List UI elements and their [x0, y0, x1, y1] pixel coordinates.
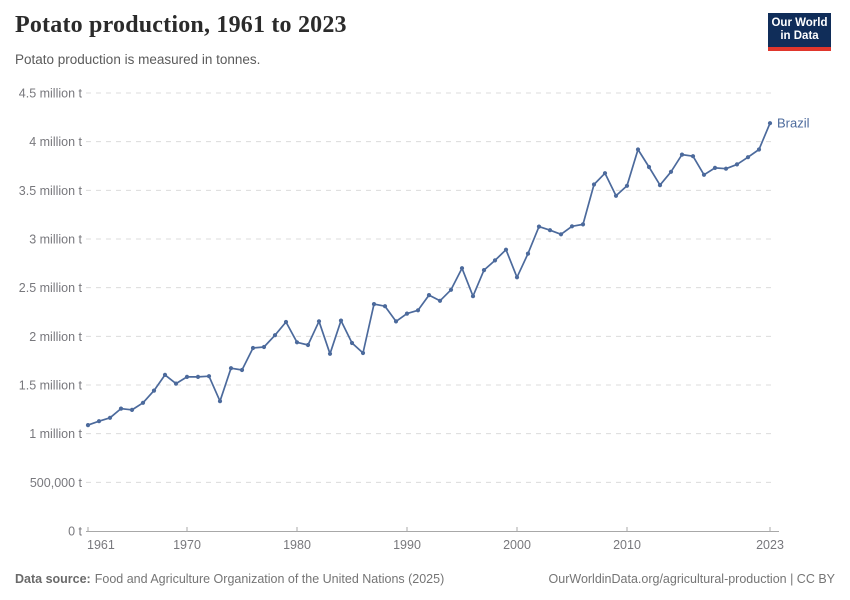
chart-footer: Data source: Food and Agriculture Organiz…: [0, 566, 850, 592]
series-point-1986: [360, 350, 366, 356]
y-tick-label: 1.5 million t: [19, 379, 83, 393]
series-point-2014: [668, 169, 674, 174]
owid-logo-line1: Our World: [771, 17, 828, 29]
series-point-1990: [404, 311, 410, 316]
series-point-1996: [470, 294, 476, 299]
y-tick-label: 2.5 million t: [19, 281, 83, 295]
series-point-1965: [129, 407, 135, 412]
series-point-1999: [503, 247, 509, 252]
y-tick-label: 1 million t: [29, 427, 82, 441]
series-point-2008: [602, 171, 608, 176]
y-gridlines: [86, 92, 772, 483]
series-point-2003: [547, 228, 553, 233]
series-point-1981: [305, 342, 311, 348]
data-source-note: Data source: Food and Agriculture Organiz…: [15, 572, 444, 586]
x-tick-label: 2023: [756, 538, 784, 552]
x-axis: [86, 527, 779, 532]
series-point-1977: [261, 344, 267, 350]
series-point-1988: [382, 304, 388, 309]
series-point-1980: [294, 340, 300, 345]
series-point-2000: [514, 275, 520, 280]
series-point-1962: [96, 419, 102, 424]
x-tick-label: 1990: [393, 538, 421, 552]
x-tick-label: 2010: [613, 538, 641, 552]
series-point-1985: [349, 340, 355, 346]
series-point-2005: [569, 224, 575, 229]
x-axis-labels: 1961 1970 1980 1990 2000 2010 2023: [87, 538, 784, 552]
series-point-1979: [283, 319, 289, 325]
y-tick-label: 0 t: [68, 525, 82, 539]
series-point-2013: [657, 183, 663, 188]
series-point-1993: [437, 298, 443, 303]
y-tick-label: 3.5 million t: [19, 184, 83, 198]
series-point-1974: [228, 366, 234, 371]
series-point-1968: [162, 372, 168, 377]
series-point-1995: [459, 266, 465, 271]
chart-title: Potato production, 1961 to 2023: [15, 12, 347, 38]
series-point-2011: [635, 147, 641, 152]
series-point-2022: [756, 147, 762, 152]
series-point-1994: [448, 287, 454, 292]
y-axis-labels: 0 t 500,000 t 1 million t 1.5 million t 2 mi…: [19, 87, 83, 539]
series-point-1973: [217, 399, 223, 404]
owid-logo-line2: in Data: [780, 30, 819, 42]
data-source-text: Food and Agriculture Organization of the…: [94, 572, 445, 586]
series-point-2017: [701, 172, 707, 177]
chart-subtitle: Potato production is measured in tonnes.: [15, 52, 261, 67]
series-point-1961: [85, 423, 91, 428]
series-point-2007: [591, 182, 597, 187]
x-tick-label: 1980: [283, 538, 311, 552]
series-point-1982: [316, 319, 322, 324]
series-point-1998: [492, 258, 498, 263]
series-point-2001: [525, 251, 531, 256]
series-point-2015: [679, 152, 685, 157]
series-point-1972: [206, 374, 212, 379]
series-point-1966: [140, 400, 146, 405]
series-point-2009: [613, 193, 619, 198]
data-source-label: Data source:: [15, 572, 91, 586]
owid-logo: Our World in Data: [768, 13, 831, 51]
series-point-1984: [338, 318, 344, 323]
series-point-2006: [580, 222, 586, 227]
series-point-1967: [151, 388, 157, 393]
series-point-1978: [272, 333, 278, 338]
series-line: [87, 122, 771, 426]
series-point-1983: [327, 351, 333, 356]
y-tick-label: 3 million t: [29, 233, 82, 247]
series-point-2018: [712, 165, 718, 170]
y-tick-label: 500,000 t: [30, 476, 83, 490]
series-point-2016: [690, 154, 696, 159]
y-tick-label: 4.5 million t: [19, 87, 83, 101]
series-point-2023: [767, 121, 773, 126]
x-tick-label: 1961: [87, 538, 115, 552]
y-tick-label: 4 million t: [29, 135, 82, 149]
series-point-1992: [426, 293, 432, 298]
series-point-1969: [173, 381, 179, 386]
series-label-brazil: Brazil: [777, 116, 810, 131]
x-tick-label: 1970: [173, 538, 201, 552]
series-point-1989: [393, 319, 399, 324]
series-point-1963: [107, 415, 113, 420]
series-point-1964: [118, 406, 124, 411]
series-point-1987: [371, 302, 377, 307]
series-point-2020: [734, 162, 740, 167]
series-point-1991: [415, 308, 421, 313]
series-point-2002: [536, 224, 542, 229]
credit-note: OurWorldinData.org/agricultural-producti…: [548, 572, 835, 586]
series-point-2019: [723, 166, 729, 171]
series-point-2021: [745, 155, 751, 160]
series-point-1975: [239, 367, 245, 373]
series-point-2010: [624, 183, 630, 188]
y-tick-label: 2 million t: [29, 330, 82, 344]
series-point-1970: [184, 374, 190, 379]
series-point-1971: [195, 374, 201, 379]
series-point-1976: [250, 345, 256, 351]
series-point-2012: [646, 164, 652, 170]
x-tick-label: 2000: [503, 538, 531, 552]
series-point-1997: [481, 268, 487, 273]
series-point-2004: [558, 232, 564, 237]
series-brazil: Brazil: [85, 116, 810, 428]
